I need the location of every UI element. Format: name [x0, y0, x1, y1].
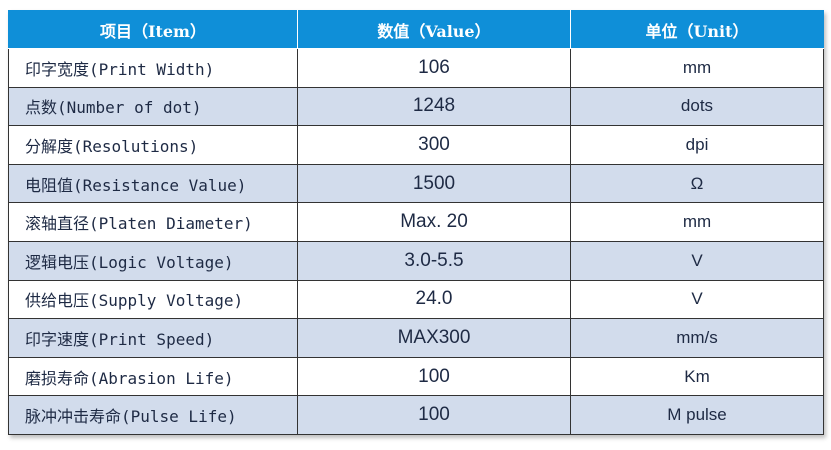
table-row: 印字宽度(Print Width) 106 mm: [8, 48, 824, 88]
value-cell: 100: [297, 356, 571, 397]
unit-cell: V: [570, 279, 824, 320]
unit-cell: mm: [570, 202, 824, 242]
unit-cell: Km: [570, 356, 824, 397]
value-cell: 300: [297, 125, 571, 165]
header-value: 数值（Value）: [297, 10, 571, 49]
value-cell: MAX300: [297, 318, 571, 358]
value-cell: 3.0-5.5: [297, 240, 571, 281]
item-cell: 点数(Number of dot): [8, 86, 298, 127]
unit-cell: M pulse: [570, 395, 824, 435]
table-row: 滚轴直径(Platen Diameter) Max. 20 mm: [8, 202, 824, 242]
header-row: 项目（Item） 数值（Value） 单位（Unit）: [8, 10, 824, 49]
value-cell: 100: [297, 395, 571, 435]
value-cell: 24.0: [297, 279, 571, 320]
table-row: 逻辑电压(Logic Voltage) 3.0-5.5 V: [8, 240, 824, 281]
unit-cell: mm: [570, 48, 824, 88]
value-cell: Max. 20: [297, 202, 571, 242]
item-cell: 逻辑电压(Logic Voltage): [8, 240, 298, 281]
header-unit: 单位（Unit）: [570, 10, 824, 49]
item-cell: 印字速度(Print Speed): [8, 318, 298, 358]
table-row: 磨损寿命(Abrasion Life) 100 Km: [8, 356, 824, 397]
unit-cell: mm/s: [570, 318, 824, 358]
unit-cell: Ω: [570, 163, 824, 204]
table-row: 点数(Number of dot) 1248 dots: [8, 86, 824, 127]
value-cell: 1248: [297, 86, 571, 127]
item-cell: 分解度(Resolutions): [8, 125, 298, 165]
table-row: 脉冲冲击寿命(Pulse Life) 100 M pulse: [8, 395, 824, 435]
spec-table: 项目（Item） 数值（Value） 单位（Unit） 印字宽度(Print W…: [8, 10, 824, 435]
unit-cell: dots: [570, 86, 824, 127]
table-row: 电阻值(Resistance Value) 1500 Ω: [8, 163, 824, 204]
value-cell: 106: [297, 48, 571, 88]
header-item: 项目（Item）: [8, 10, 298, 49]
item-cell: 电阻值(Resistance Value): [8, 163, 298, 204]
table-row: 印字速度(Print Speed) MAX300 mm/s: [8, 318, 824, 358]
unit-cell: dpi: [570, 125, 824, 165]
item-cell: 供给电压(Supply Voltage): [8, 279, 298, 320]
unit-cell: V: [570, 240, 824, 281]
item-cell: 印字宽度(Print Width): [8, 48, 298, 88]
item-cell: 滚轴直径(Platen Diameter): [8, 202, 298, 242]
item-cell: 脉冲冲击寿命(Pulse Life): [8, 395, 298, 435]
table-row: 分解度(Resolutions) 300 dpi: [8, 125, 824, 165]
value-cell: 1500: [297, 163, 571, 204]
item-cell: 磨损寿命(Abrasion Life): [8, 356, 298, 397]
table-row: 供给电压(Supply Voltage) 24.0 V: [8, 279, 824, 320]
